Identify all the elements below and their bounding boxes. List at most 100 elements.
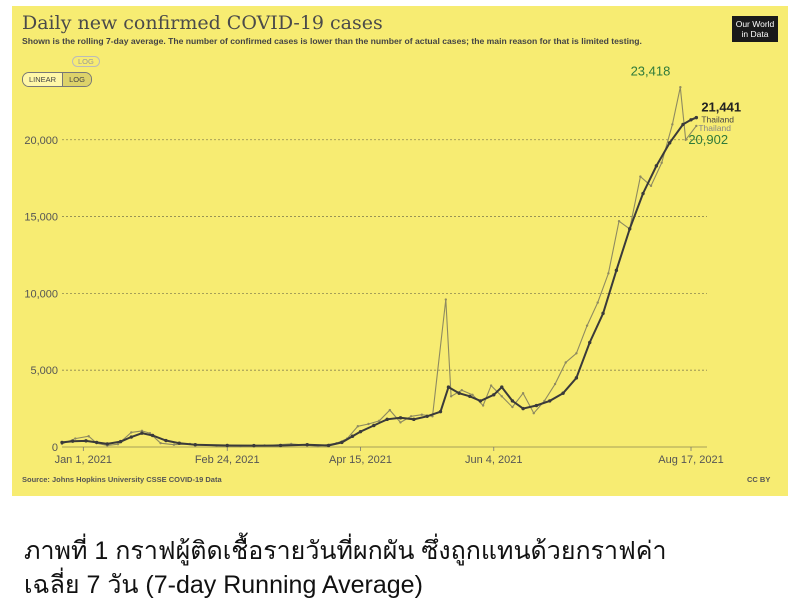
daily-cases-point bbox=[684, 138, 687, 141]
daily-series-name: Thailand bbox=[698, 123, 731, 133]
rolling-average-point bbox=[614, 268, 619, 273]
rolling-average-point bbox=[574, 376, 579, 380]
daily-cases-point bbox=[471, 393, 474, 396]
rolling-average-point bbox=[105, 442, 110, 446]
log-scale-button[interactable]: LOG bbox=[63, 73, 91, 86]
rolling-average-point bbox=[548, 399, 552, 403]
daily-cases-point bbox=[649, 184, 653, 188]
daily-cases-point bbox=[671, 123, 674, 126]
daily-cases-point bbox=[172, 443, 176, 446]
daily-cases-point bbox=[553, 382, 557, 386]
rolling-average-point bbox=[667, 141, 672, 145]
rolling-average-point bbox=[628, 227, 632, 231]
daily-cases-point bbox=[367, 422, 370, 426]
rolling-average-point bbox=[412, 417, 416, 422]
rolling-average-point bbox=[94, 440, 99, 445]
daily-cases-point bbox=[481, 404, 485, 407]
daily-cases-point bbox=[564, 361, 567, 364]
daily-cases-point bbox=[607, 272, 610, 275]
linear-scale-button[interactable]: LINEAR bbox=[23, 73, 64, 86]
chart-subtitle: Shown is the rolling 7-day average. The … bbox=[22, 36, 642, 46]
chart-title: Daily new confirmed COVID-19 cases bbox=[22, 12, 383, 34]
daily-cases-point bbox=[87, 435, 90, 438]
rolling-average-point bbox=[164, 438, 168, 443]
chart-panel: 0 5,000 10,000 15,000 20,000 Jan 1, 2021 Feb … bbox=[12, 6, 788, 496]
daily-cases-point bbox=[617, 219, 621, 223]
rolling-average-point bbox=[641, 191, 645, 196]
average-end-value: 21,441 bbox=[701, 100, 741, 115]
rolling-average-point bbox=[601, 311, 605, 316]
series-layer bbox=[60, 86, 699, 448]
rolling-average-point bbox=[398, 416, 403, 420]
daily-cases-point bbox=[356, 425, 360, 428]
scale-toggle[interactable]: LINEAR LOG bbox=[22, 72, 92, 87]
rolling-average-point bbox=[534, 403, 539, 408]
rolling-average-point bbox=[457, 391, 461, 395]
daily-cases-point bbox=[489, 384, 493, 387]
y-tick-label: 20,000 bbox=[24, 135, 58, 147]
daily-cases-point bbox=[74, 437, 77, 440]
rolling-average-point bbox=[561, 391, 565, 395]
daily-end-value: 20,902 bbox=[688, 132, 728, 147]
y-tick-label: 5,000 bbox=[30, 365, 58, 377]
daily-cases-point bbox=[420, 413, 424, 416]
daily-cases-point bbox=[521, 392, 525, 395]
rolling-average-point bbox=[252, 443, 256, 448]
rolling-average-point bbox=[521, 406, 525, 411]
rolling-average-point bbox=[588, 340, 592, 345]
caption-line-1: ภาพที่ 1 กราฟผู้ติดเชื้อรายวันที่ผกผัน ซ… bbox=[24, 537, 667, 565]
rolling-average-point bbox=[446, 385, 451, 389]
rolling-average-point bbox=[689, 118, 693, 122]
daily-cases-point bbox=[532, 412, 535, 415]
rolling-average-point bbox=[225, 443, 229, 448]
daily-cases-point bbox=[500, 395, 503, 398]
daily-cases-point bbox=[585, 324, 589, 327]
rolling-average-point bbox=[350, 434, 355, 438]
rolling-average-point bbox=[150, 433, 155, 438]
daily-cases-point bbox=[460, 388, 463, 392]
rolling-average-point bbox=[478, 399, 483, 403]
daily-cases-point bbox=[399, 421, 402, 424]
figure-caption: ภาพที่ 1 กราฟผู้ติดเชื้อรายวันที่ผกผัน ซ… bbox=[24, 534, 784, 602]
grid-layer: 0 5,000 10,000 15,000 20,000 bbox=[24, 135, 707, 454]
x-axis: Jan 1, 2021 Feb 24, 2021 Apr 15, 2021 Jun 4… bbox=[55, 447, 724, 466]
daily-cases-point bbox=[639, 175, 642, 178]
license-label[interactable]: CC BY bbox=[747, 475, 771, 484]
x-tick-label: Jan 1, 2021 bbox=[55, 454, 113, 466]
daily-cases-point bbox=[679, 86, 682, 89]
daily-cases-point bbox=[388, 408, 392, 412]
rolling-average-point bbox=[305, 442, 309, 447]
daily-cases-point bbox=[444, 298, 448, 301]
rolling-average-point bbox=[140, 431, 144, 435]
rolling-average-point bbox=[340, 440, 344, 445]
y-tick-label: 0 bbox=[52, 442, 58, 454]
rolling-average-line bbox=[61, 116, 697, 447]
rolling-average-point bbox=[278, 443, 283, 448]
daily-cases-line bbox=[61, 87, 697, 447]
daily-cases-point bbox=[660, 161, 663, 165]
daily-cases-point bbox=[130, 431, 133, 434]
rolling-average-point bbox=[129, 435, 133, 439]
rolling-average-point bbox=[468, 394, 472, 399]
owid-logo[interactable]: Our World in Data bbox=[732, 16, 778, 42]
daily-peak-value: 23,418 bbox=[631, 63, 671, 78]
rolling-average-point bbox=[492, 393, 496, 397]
rolling-average-point bbox=[681, 122, 685, 127]
rolling-average-point bbox=[425, 414, 429, 418]
daily-cases-point bbox=[116, 443, 120, 446]
daily-cases-point bbox=[409, 415, 413, 418]
rolling-average-point bbox=[326, 443, 331, 448]
rolling-average-point bbox=[500, 385, 504, 389]
daily-cases-point bbox=[575, 352, 578, 355]
daily-cases-point bbox=[377, 419, 381, 423]
y-tick-label: 15,000 bbox=[24, 212, 58, 224]
rolling-average-point bbox=[385, 417, 389, 422]
rolling-average-point bbox=[118, 439, 123, 444]
average-series-name: Thailand bbox=[701, 115, 734, 125]
rolling-average-point bbox=[358, 429, 363, 434]
y-tick-label: 10,000 bbox=[24, 288, 58, 300]
chart-svg: 0 5,000 10,000 15,000 20,000 Jan 1, 2021 Feb … bbox=[24, 63, 742, 466]
rolling-average-point bbox=[177, 441, 181, 445]
rolling-average-point bbox=[84, 439, 88, 443]
